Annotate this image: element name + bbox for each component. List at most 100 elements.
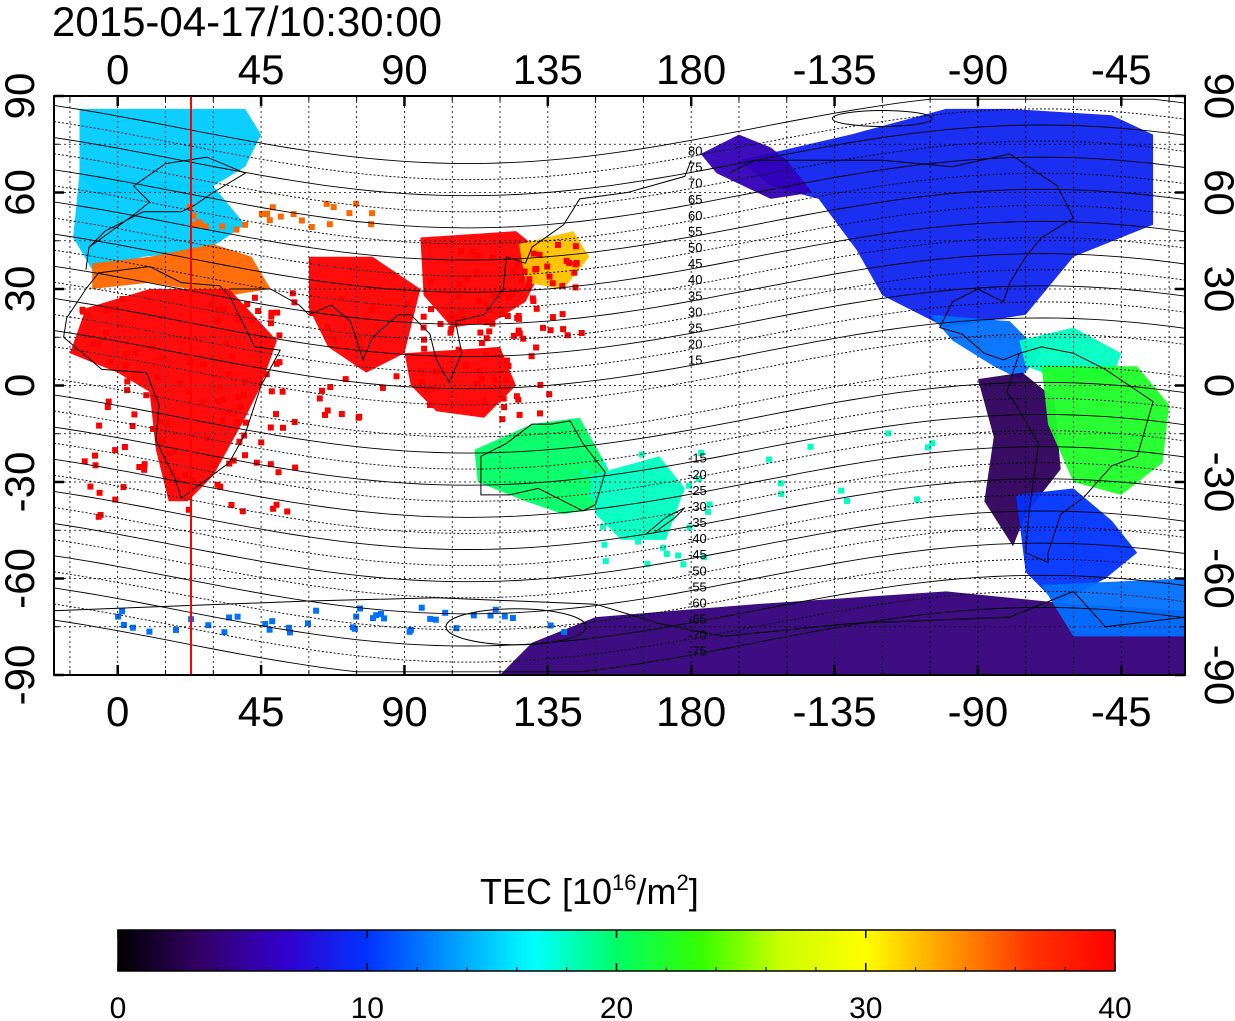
bottom-lon-tick-label: 135 — [513, 688, 583, 735]
tec-sample — [393, 373, 400, 380]
tec-sample — [173, 626, 179, 633]
tec-sample — [698, 450, 705, 456]
tec-sample — [338, 411, 345, 417]
tec-sample — [482, 300, 489, 307]
tec-sample — [500, 395, 507, 402]
tec-sample — [237, 404, 244, 410]
tec-sample — [581, 469, 588, 476]
tec-sample — [777, 480, 784, 487]
tec-sample — [353, 200, 360, 207]
tec-sample — [331, 336, 338, 343]
tec-sample — [596, 508, 603, 515]
tec-sample — [136, 464, 143, 470]
tec-sample — [368, 221, 375, 228]
tec-sample — [462, 362, 469, 369]
tec-sample — [251, 294, 258, 301]
contour-line — [54, 446, 1185, 518]
contour-label: 20 — [688, 337, 702, 352]
tec-sample — [635, 538, 642, 545]
tec-sample — [480, 397, 487, 404]
tec-sample — [509, 615, 516, 621]
coastlines — [54, 153, 1185, 637]
tec-sample — [269, 618, 276, 625]
right-lat-tick-label: 0 — [1196, 374, 1235, 397]
contour-line — [54, 301, 1185, 374]
tec-sample — [571, 269, 578, 276]
tec-sample — [504, 313, 511, 319]
tec-sample — [305, 620, 311, 627]
contour-line — [54, 204, 1185, 277]
contour-line — [54, 590, 1185, 663]
tec-sample — [706, 501, 713, 508]
tec-sample — [236, 438, 243, 445]
tec-sample — [460, 315, 467, 322]
axis-tick-labels: 0 45 90 135 180 -135 -90 -45 0 45 90 135 180 -135 -90 -… — [0, 46, 1235, 735]
frame-ticks — [54, 94, 1185, 677]
tec-sample — [547, 622, 554, 629]
right-lat-tick-label: -90 — [1196, 645, 1235, 706]
contour-line — [54, 365, 1185, 438]
tec-sample — [530, 250, 537, 257]
tec-sample — [533, 344, 540, 351]
tec-patch — [308, 256, 421, 373]
tec-sample — [516, 411, 523, 418]
tec-sample — [516, 330, 523, 337]
tec-sample — [514, 262, 521, 269]
contour-line — [54, 574, 1185, 647]
tec-sample — [463, 274, 470, 281]
tec-sample — [275, 469, 282, 476]
tec-sample — [418, 604, 425, 611]
tec-sample — [141, 466, 148, 473]
tec-sample — [84, 311, 90, 318]
tec-sample — [448, 326, 455, 332]
lat-lon-grid — [54, 96, 1185, 675]
tec-sample — [427, 615, 434, 622]
contour-line — [54, 285, 1185, 358]
tec-sample — [564, 332, 571, 339]
tec-sample — [214, 317, 221, 324]
contour-label: 45 — [688, 256, 702, 271]
contour-line — [54, 397, 1185, 470]
tec-sample — [90, 340, 97, 347]
tec-sample — [230, 457, 237, 464]
tec-sample — [349, 624, 356, 631]
coastline — [229, 160, 692, 384]
tec-sample — [537, 410, 543, 417]
tec-sample — [268, 309, 275, 316]
tec-sample — [540, 324, 546, 331]
contour-line — [54, 414, 1185, 486]
tec-sample — [122, 351, 129, 358]
tec-sample — [427, 402, 433, 408]
tec-sample — [555, 241, 561, 248]
tec-sample — [242, 419, 249, 426]
contour-line — [54, 140, 1185, 213]
tec-sample — [501, 404, 508, 411]
tec-sample — [105, 398, 112, 405]
tec-sample — [189, 476, 196, 483]
tec-sample — [96, 489, 103, 496]
tec-sample — [234, 419, 241, 425]
top-lon-tick-label: 0 — [106, 46, 129, 93]
tec-sample — [578, 330, 585, 336]
tec-sample — [220, 417, 227, 424]
tec-sample — [276, 332, 283, 339]
bottom-lon-tick-label: 0 — [106, 688, 129, 735]
tec-sample — [228, 502, 235, 508]
tec-sample — [269, 204, 276, 211]
tec-sample — [515, 313, 522, 319]
tec-sample — [660, 544, 667, 551]
left-lat-tick-label: -60 — [0, 548, 43, 609]
tec-sample — [544, 263, 551, 270]
tec-sample — [249, 316, 256, 323]
tec-sample — [353, 613, 360, 620]
colorbar-tick-label: 0 — [110, 992, 127, 1021]
tec-sample — [185, 506, 192, 513]
tec-sample — [96, 422, 103, 429]
tec-sample — [677, 486, 684, 493]
tec-sample — [475, 298, 482, 304]
tec-sample — [427, 278, 434, 285]
tec-sample — [292, 464, 299, 471]
tec-sample — [132, 350, 139, 357]
bottom-lon-tick-label: 45 — [238, 688, 285, 735]
tec-sample — [215, 306, 222, 313]
